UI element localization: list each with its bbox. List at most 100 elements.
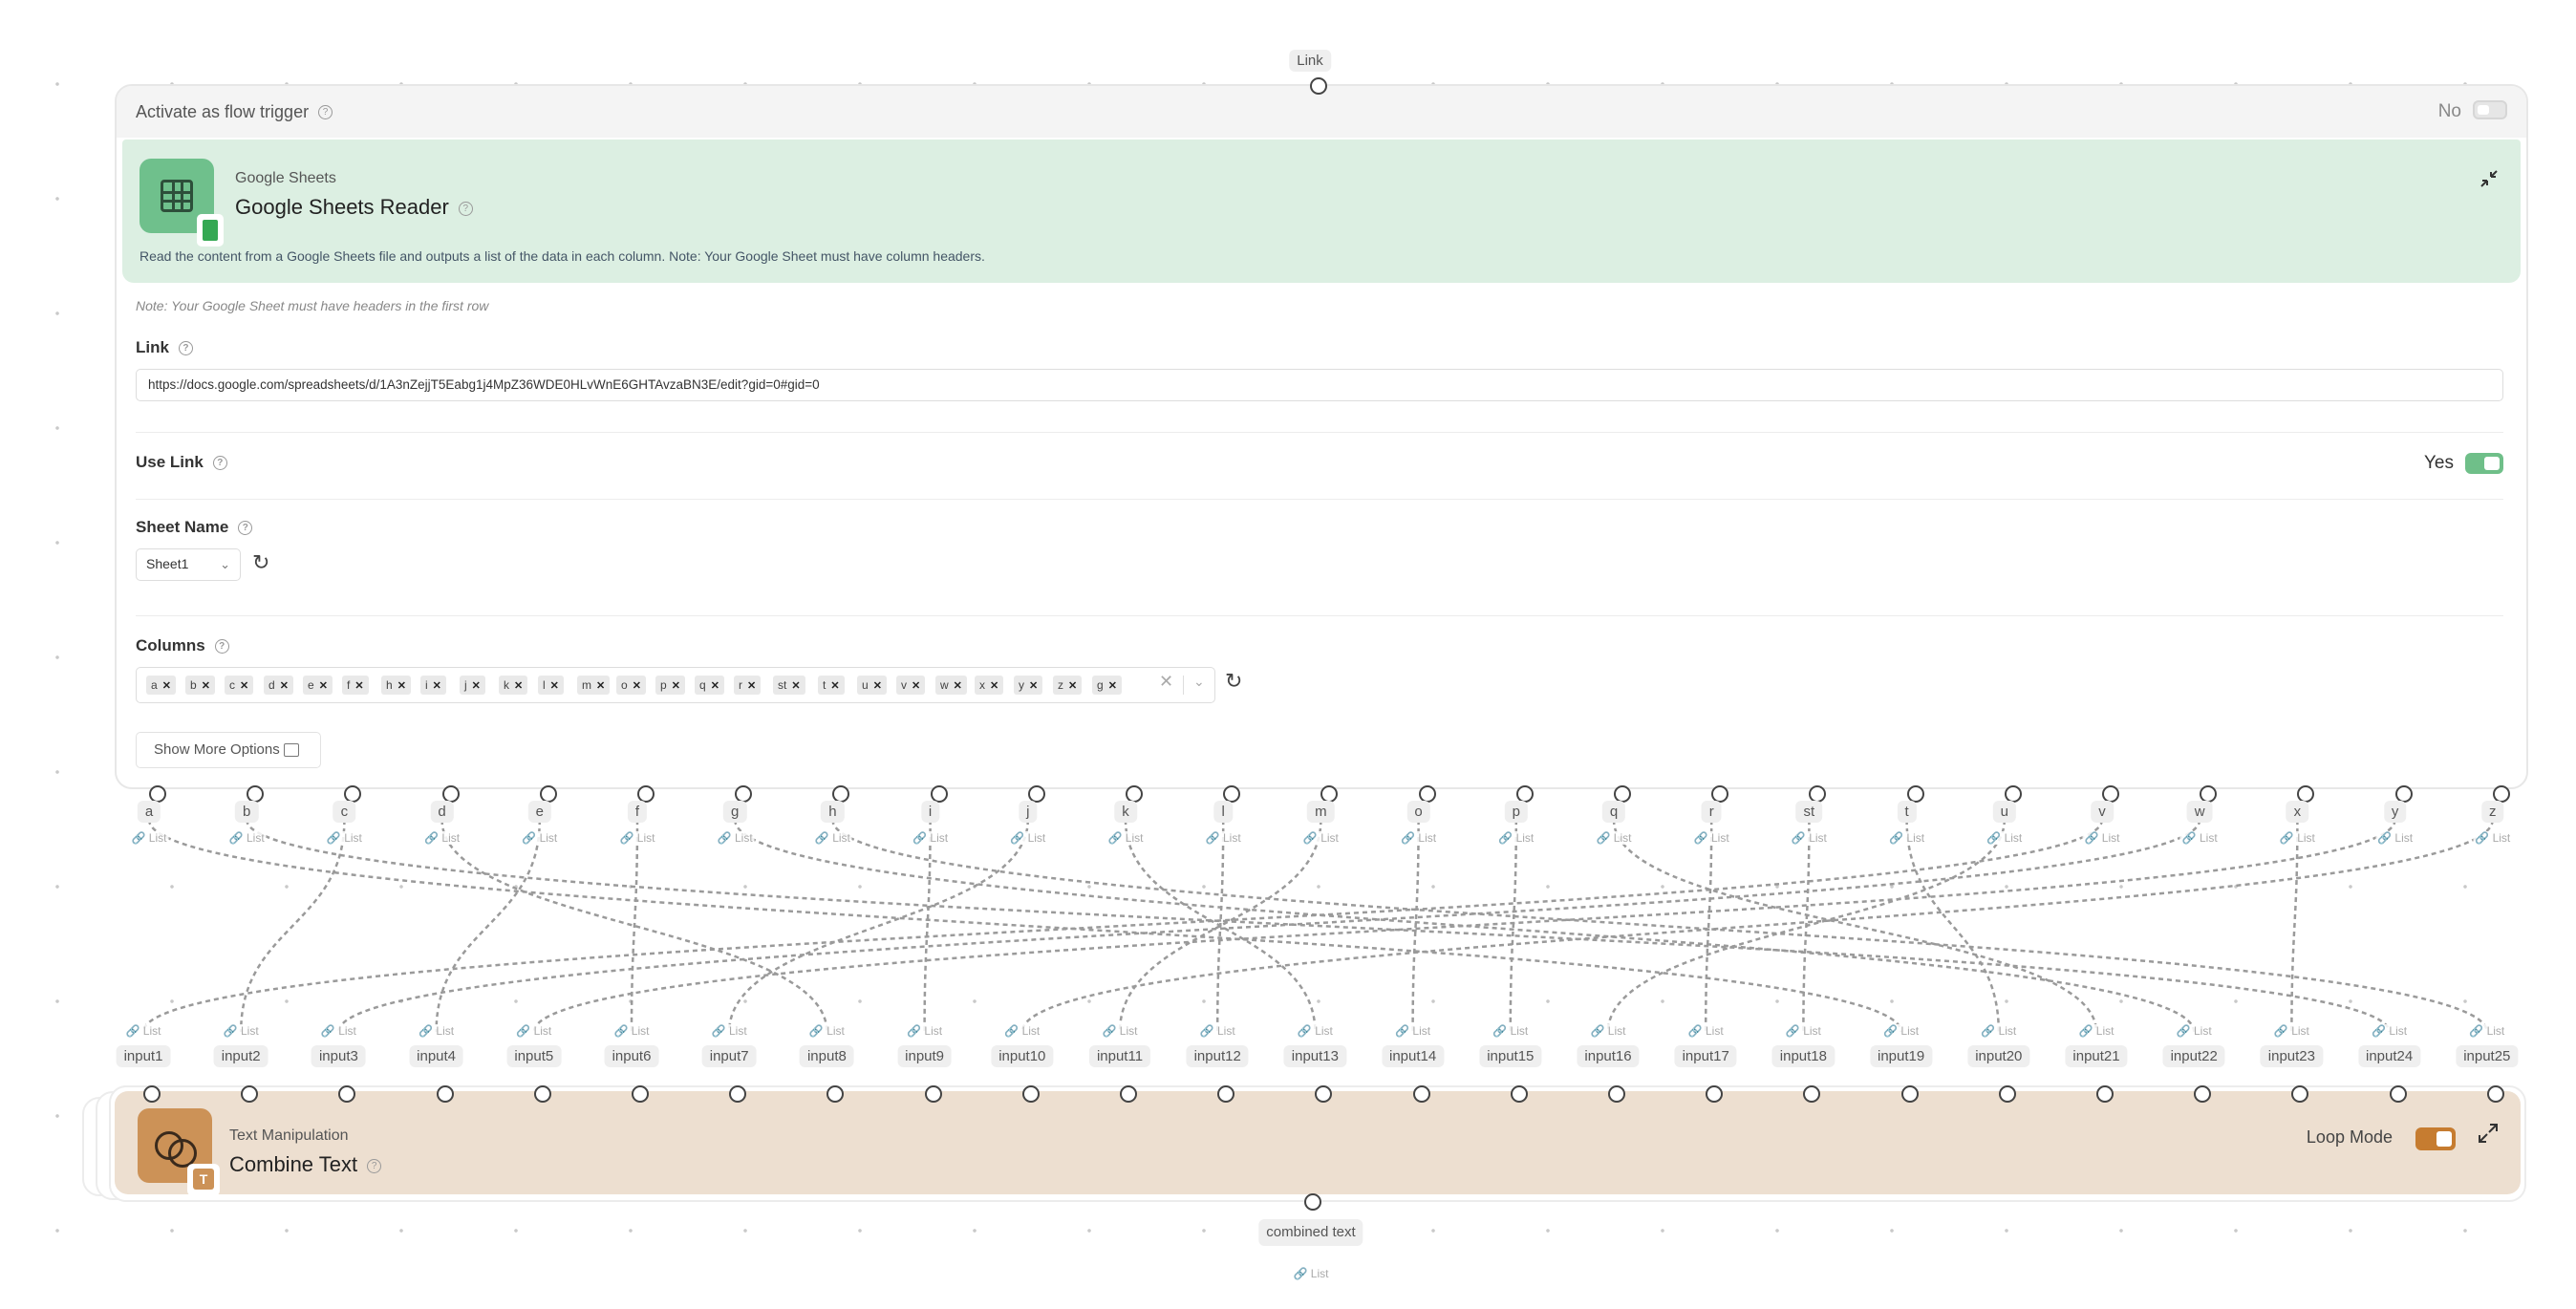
input-handle-input2[interactable] — [241, 1085, 259, 1103]
output-handle-l[interactable] — [1223, 785, 1241, 803]
remove-chip-icon[interactable]: ✕ — [240, 680, 249, 692]
help-icon[interactable]: ? — [318, 104, 333, 119]
input-handle-input17[interactable] — [1706, 1085, 1724, 1103]
input-handle-input8[interactable] — [826, 1085, 845, 1103]
remove-chip-icon[interactable]: ✕ — [279, 680, 289, 692]
column-chip[interactable]: t ✕ — [818, 676, 845, 695]
connection-wire[interactable] — [440, 819, 828, 1033]
connection-wire[interactable] — [1118, 819, 1322, 1033]
connection-wire[interactable] — [1905, 819, 2001, 1033]
input-handle-input24[interactable] — [2389, 1085, 2407, 1103]
input-handle-input9[interactable] — [924, 1085, 942, 1103]
column-chip[interactable]: o ✕ — [616, 676, 646, 695]
input-handle-input7[interactable] — [729, 1085, 747, 1103]
chevron-down-icon[interactable]: ⌄ — [1193, 674, 1205, 689]
help-icon[interactable]: ? — [214, 639, 229, 654]
remove-chip-icon[interactable]: ✕ — [201, 680, 210, 692]
connection-wire[interactable] — [831, 819, 2489, 1033]
output-handle-t[interactable] — [1906, 785, 1924, 803]
remove-chip-icon[interactable]: ✕ — [596, 680, 606, 692]
remove-chip-icon[interactable]: ✕ — [671, 680, 680, 692]
help-icon[interactable]: ? — [212, 456, 227, 471]
output-handle-i[interactable] — [930, 785, 948, 803]
connection-wire[interactable] — [733, 819, 2196, 1033]
input-handle-input21[interactable] — [2096, 1085, 2114, 1103]
link-input[interactable]: https://docs.google.com/spreadsheets/d/1… — [136, 369, 2503, 401]
connection-wire[interactable] — [1704, 819, 1713, 1033]
loop-mode-toggle[interactable] — [2415, 1127, 2456, 1150]
column-chip[interactable]: y ✕ — [1014, 676, 1043, 695]
input-handle-input25[interactable] — [2486, 1085, 2504, 1103]
column-chip[interactable]: z ✕ — [1053, 676, 1083, 695]
column-chip[interactable]: a ✕ — [146, 676, 176, 695]
remove-chip-icon[interactable]: ✕ — [1029, 680, 1039, 692]
connection-wire[interactable] — [435, 819, 542, 1033]
connection-wire[interactable] — [1124, 819, 1317, 1033]
remove-chip-icon[interactable]: ✕ — [432, 680, 441, 692]
remove-chip-icon[interactable]: ✕ — [318, 680, 328, 692]
remove-chip-icon[interactable]: ✕ — [990, 680, 999, 692]
help-icon[interactable]: ? — [367, 1158, 382, 1173]
column-chip[interactable]: f ✕ — [342, 676, 369, 695]
input-handle-input3[interactable] — [338, 1085, 356, 1103]
output-handle-r[interactable] — [1711, 785, 1729, 803]
remove-chip-icon[interactable]: ✕ — [710, 680, 719, 692]
output-handle-f[interactable] — [637, 785, 655, 803]
column-chip[interactable]: m ✕ — [577, 676, 611, 695]
connection-wire[interactable] — [245, 819, 2391, 1033]
input-handle-input6[interactable] — [632, 1085, 649, 1103]
input-handle-input15[interactable] — [1510, 1085, 1528, 1103]
link-input-handle[interactable] — [1310, 77, 1327, 95]
remove-chip-icon[interactable]: ✕ — [549, 680, 559, 692]
combine-text-node[interactable]: Text Manipulation Combine Text? Loop Mod… — [109, 1085, 2526, 1202]
column-chip[interactable]: q ✕ — [695, 676, 724, 695]
connection-wire[interactable] — [1509, 819, 1518, 1033]
column-chip[interactable]: c ✕ — [225, 676, 254, 695]
remove-chip-icon[interactable]: ✕ — [161, 680, 171, 692]
output-handle-j[interactable] — [1027, 785, 1045, 803]
input-handle-input11[interactable] — [1120, 1085, 1137, 1103]
clear-icon[interactable]: ✕ — [1159, 672, 1174, 691]
remove-chip-icon[interactable]: ✕ — [830, 680, 840, 692]
connection-wire[interactable] — [1606, 819, 2007, 1033]
remove-chip-icon[interactable]: ✕ — [514, 680, 524, 692]
column-chip[interactable]: st ✕ — [773, 676, 805, 695]
connection-wire[interactable] — [1411, 819, 1420, 1033]
input-handle-input18[interactable] — [1803, 1085, 1821, 1103]
remove-chip-icon[interactable]: ✕ — [471, 680, 481, 692]
remove-chip-icon[interactable]: ✕ — [872, 680, 882, 692]
collapse-icon[interactable] — [2479, 168, 2500, 189]
input-handle-input5[interactable] — [533, 1085, 551, 1103]
connection-wire[interactable] — [727, 819, 1030, 1033]
column-chip[interactable]: h ✕ — [381, 676, 411, 695]
column-chip[interactable]: e ✕ — [303, 676, 333, 695]
connection-wire[interactable] — [1215, 819, 1225, 1033]
combined-text-output-handle[interactable] — [1304, 1193, 1321, 1211]
flow-trigger-toggle[interactable] — [2473, 100, 2507, 119]
use-link-toggle[interactable] — [2465, 453, 2503, 474]
remove-chip-icon[interactable]: ✕ — [1068, 680, 1078, 692]
column-chip[interactable]: l ✕ — [538, 676, 564, 695]
remove-chip-icon[interactable]: ✕ — [747, 680, 757, 692]
input-handle-input4[interactable] — [436, 1085, 454, 1103]
input-handle-input20[interactable] — [1998, 1085, 2016, 1103]
column-chip[interactable]: k ✕ — [499, 676, 528, 695]
connection-wire[interactable] — [1020, 819, 2495, 1033]
remove-chip-icon[interactable]: ✕ — [791, 680, 801, 692]
column-chip[interactable]: r ✕ — [734, 676, 762, 695]
sheet-name-select[interactable]: Sheet1 ⌄ — [136, 548, 241, 581]
remove-chip-icon[interactable]: ✕ — [912, 680, 921, 692]
connection-wire[interactable] — [141, 819, 2104, 1033]
column-chip[interactable]: j ✕ — [460, 676, 485, 695]
remove-chip-icon[interactable]: ✕ — [632, 680, 641, 692]
input-handle-input23[interactable] — [2291, 1085, 2309, 1103]
remove-chip-icon[interactable]: ✕ — [397, 680, 406, 692]
google-sheets-reader-node[interactable]: Activate as flow trigger ? No Google She… — [115, 84, 2528, 789]
input-handle-input1[interactable] — [143, 1085, 161, 1103]
columns-multiselect[interactable]: ✕ ⌄ a ✕ b ✕ c ✕ d ✕ e ✕ f ✕ h ✕ i ✕ j ✕ k ✕ l ✕ m ✕ o ✕ p ✕ q ✕ r ✕ st ✕ t… — [136, 667, 1215, 703]
column-chip[interactable]: v ✕ — [896, 676, 926, 695]
connection-wire[interactable] — [239, 819, 346, 1033]
refresh-sheets-icon[interactable]: ↻ — [252, 550, 270, 574]
help-icon[interactable]: ? — [178, 341, 193, 356]
input-handle-input13[interactable] — [1315, 1085, 1333, 1103]
